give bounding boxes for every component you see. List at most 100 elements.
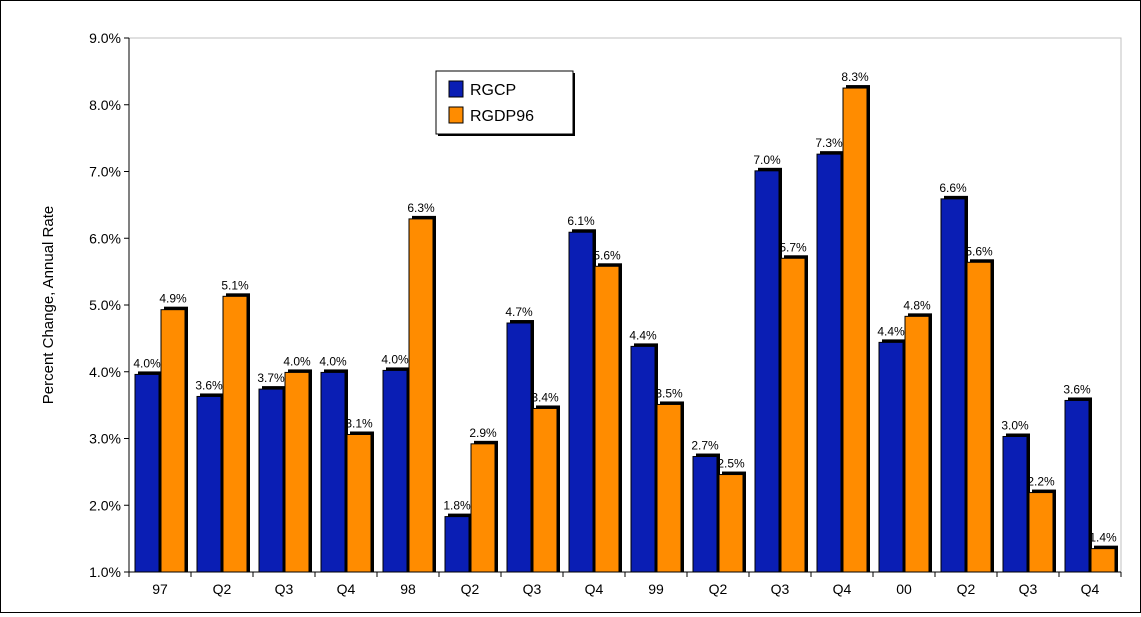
data-label-rgdp96: 3.4% [531,390,559,404]
data-label-rgdp96: 4.0% [283,354,311,368]
bar-rgdp96 [842,87,868,573]
data-label-rgdp96: 5.1% [221,278,249,292]
x-tick-label: Q3 [1019,581,1038,597]
bar-rgdp96 [222,295,248,573]
legend-swatch-rgdp96 [448,106,464,124]
y-axis-label: Percent Change, Annual Rate [40,206,57,404]
legend-swatch-rgcp [448,80,464,98]
data-label-rgcp: 3.0% [1001,418,1029,432]
data-label-rgcp: 4.0% [381,352,409,366]
bar-rgdp96 [656,403,682,573]
data-label-rgdp96: 2.9% [469,426,497,440]
bar-rgdp96 [718,474,744,573]
data-label-rgdp96: 4.9% [159,292,187,306]
bar-rgcp [940,198,966,573]
x-tick-label: Q2 [213,581,232,597]
y-tick-label: 9.0% [89,30,121,46]
y-tick-label: 7.0% [89,164,121,180]
data-label-rgcp: 6.1% [567,214,595,228]
legend: RGCP RGDP96 [435,70,575,136]
bar-rgdp96 [470,443,496,573]
bar-rgdp96 [160,309,186,573]
bar-rgcp [816,153,842,573]
y-tick-label: 8.0% [89,97,121,113]
x-tick-label: Q3 [771,581,790,597]
bar-rgcp [568,231,594,573]
data-label-rgcp: 4.0% [319,354,347,368]
bar-rgcp [320,371,346,573]
x-tick-label: Q4 [337,581,356,597]
y-tick-label: 2.0% [89,497,121,513]
data-label-rgdp96: 5.6% [965,244,993,258]
data-label-rgdp96: 1.4% [1089,531,1117,545]
x-tick-label: Q4 [833,581,852,597]
x-tick-label: Q2 [709,581,728,597]
x-tick-label: 99 [648,581,664,597]
bar-rgdp96 [284,371,310,573]
data-label-rgcp: 6.6% [939,181,967,195]
x-tick-label: Q2 [957,581,976,597]
bar-rgdp96 [1028,492,1054,573]
bar-rgcp [134,373,160,573]
bar-rgcp [692,456,718,573]
y-tick-label: 6.0% [89,230,121,246]
x-tick-label: 97 [152,581,168,597]
x-axis: 97 Q2 Q3 Q4 98 Q2 Q3 Q4 99 Q2 Q3 Q4 00 Q2 Q3 Q4 [128,571,1122,597]
bar-rgcp [444,516,470,573]
data-label-rgcp: 7.3% [815,136,843,150]
legend-label-rgcp: RGCP [470,82,516,99]
data-label-rgdp96: 3.1% [345,416,373,430]
bar-rgcp [1064,399,1090,573]
bar-rgcp [196,395,222,573]
y-tick-label: 1.0% [89,564,121,580]
bar-rgdp96 [594,265,620,573]
bar-rgdp96 [780,257,806,573]
data-labels: 4.0% 3.6% 3.7% 4.0% 4.0% 1.8% 4.7% 6.1% 4.4% 2.7%… [133,70,1117,545]
bar-rgcp [382,369,408,573]
bar-rgcp [878,341,904,573]
bar-rgcp [754,170,780,573]
bar-rgdp96 [346,433,372,573]
bar-rgdp96 [1090,548,1116,573]
bar-rgcp [630,345,656,573]
x-tick-label: Q2 [461,581,480,597]
data-label-rgdp96: 2.2% [1027,475,1055,489]
data-label-rgcp: 7.0% [753,153,781,167]
data-label-rgdp96: 3.5% [655,386,683,400]
data-label-rgcp: 3.7% [257,371,285,385]
data-label-rgcp: 3.6% [1063,382,1091,396]
x-tick-label: 00 [896,581,912,597]
data-label-rgcp: 4.4% [629,328,657,342]
x-tick-label: Q3 [275,581,294,597]
data-label-rgcp: 4.0% [133,356,161,370]
data-label-rgcp: 3.6% [195,378,223,392]
x-tick-label: Q3 [523,581,542,597]
bars [134,85,1118,573]
bar-rgdp96 [904,315,930,573]
bar-rgcp [1002,435,1028,573]
data-label-rgcp: 2.7% [691,439,719,453]
data-label-rgdp96: 2.5% [717,457,745,471]
y-tick-label: 4.0% [89,364,121,380]
data-label-rgdp96: 5.6% [593,248,621,262]
bar-rgcp [506,322,532,573]
x-tick-label: Q4 [585,581,604,597]
y-tick-label: 5.0% [89,297,121,313]
data-label-rgdp96: 6.3% [407,201,435,215]
data-label-rgcp: 4.7% [505,305,533,319]
bar-rgdp96 [532,407,558,573]
data-label-rgdp96: 8.3% [841,70,869,84]
x-tick-label: 98 [400,581,416,597]
x-tick-label: Q4 [1081,581,1100,597]
bar-rgdp96 [408,218,434,573]
data-label-rgcp: 1.8% [443,499,471,513]
y-axis: 1.0% 2.0% 3.0% 4.0% 5.0% 6.0% 7.0% 8.0% 9.0% [89,30,130,580]
data-label-rgdp96: 5.7% [779,240,807,254]
bar-rgdp96 [966,261,992,573]
data-label-rgcp: 4.4% [877,324,905,338]
y-tick-label: 3.0% [89,431,121,447]
data-label-rgdp96: 4.8% [903,298,931,312]
legend-label-rgdp96: RGDP96 [470,108,534,125]
